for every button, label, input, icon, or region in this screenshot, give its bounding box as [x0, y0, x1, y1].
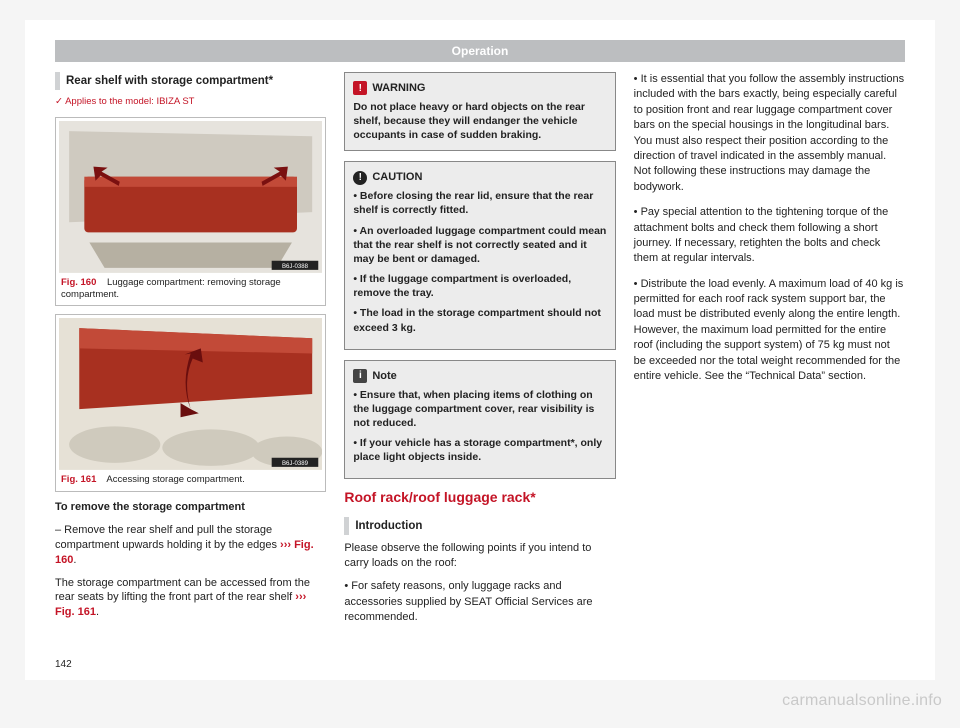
intro-heading: Introduction — [344, 517, 615, 535]
figure-160-image: B6J-0388 — [59, 121, 322, 273]
roof-item: Distribute the load evenly. A maximum lo… — [634, 277, 905, 385]
figure-160: B6J-0388 Fig. 160 Luggage compartment: r… — [55, 117, 326, 307]
manual-page: Operation Rear shelf with storage compar… — [25, 20, 935, 680]
roof-item: It is essential that you follow the asse… — [634, 72, 905, 195]
note-title: i Note — [353, 369, 606, 384]
note-list: Ensure that, when placing items of cloth… — [353, 388, 606, 465]
note-box: i Note Ensure that, when placing items o… — [344, 360, 615, 480]
fig-ref-arrow: ››› — [280, 539, 291, 551]
checkmark-icon: ✓ — [55, 96, 63, 107]
page-header: Operation — [55, 40, 905, 62]
fig-ref-161: Fig. 161 — [55, 606, 96, 618]
remove-title: To remove the storage compartment — [55, 500, 326, 515]
section-title: Roof rack/roof luggage rack* — [344, 489, 615, 505]
caution-item: An overloaded luggage compartment could … — [353, 224, 606, 267]
caution-item: The load in the storage compartment shou… — [353, 306, 606, 334]
note-icon: i — [353, 369, 367, 383]
warning-title: ! WARNING — [353, 81, 606, 96]
caution-item: Before closing the rear lid, ensure that… — [353, 189, 606, 217]
warning-text: Do not place heavy or hard objects on th… — [353, 100, 606, 143]
figure-161-caption: Fig. 161 Accessing storage compartment. — [59, 470, 322, 488]
roof-item: Pay special attention to the tightening … — [634, 205, 905, 267]
warning-box: ! WARNING Do not place heavy or hard obj… — [344, 72, 615, 151]
roof-item: For safety reasons, only luggage racks a… — [344, 579, 615, 625]
svg-text:B6J-0389: B6J-0389 — [282, 461, 309, 467]
applies-note: ✓ Applies to the model: IBIZA ST — [55, 96, 326, 109]
subsection-heading: Rear shelf with storage compartment* — [55, 72, 326, 90]
access-paragraph: The storage compartment can be accessed … — [55, 576, 326, 621]
warning-icon: ! — [353, 81, 367, 95]
figure-161: B6J-0389 Fig. 161 Accessing storage comp… — [55, 314, 326, 492]
applies-text: Applies to the model: IBIZA ST — [65, 96, 194, 107]
figure-161-label: Fig. 161 — [61, 474, 96, 485]
caution-list: Before closing the rear lid, ensure that… — [353, 189, 606, 335]
note-item: Ensure that, when placing items of cloth… — [353, 388, 606, 431]
svg-text:B6J-0388: B6J-0388 — [282, 264, 309, 270]
caution-title: ! CAUTION — [353, 170, 606, 185]
fig-ref-arrow-2: ››› — [295, 591, 306, 603]
content-columns: Rear shelf with storage compartment* ✓ A… — [55, 72, 905, 660]
intro-paragraph: Please observe the following points if y… — [344, 541, 615, 571]
figure-161-image: B6J-0389 — [59, 318, 322, 470]
remove-step: – Remove the rear shelf and pull the sto… — [55, 523, 326, 568]
note-item: If your vehicle has a storage compartmen… — [353, 436, 606, 464]
figure-160-caption: Fig. 160 Luggage compartment: removing s… — [59, 273, 322, 303]
watermark: carmanualsonline.info — [782, 692, 942, 710]
caution-item: If the luggage compartment is overloaded… — [353, 272, 606, 300]
figure-160-label: Fig. 160 — [61, 277, 96, 288]
page-number: 142 — [55, 659, 72, 670]
caution-box: ! CAUTION Before closing the rear lid, e… — [344, 161, 615, 349]
figure-161-text: Accessing storage compartment. — [106, 474, 244, 485]
caution-icon: ! — [353, 171, 367, 185]
